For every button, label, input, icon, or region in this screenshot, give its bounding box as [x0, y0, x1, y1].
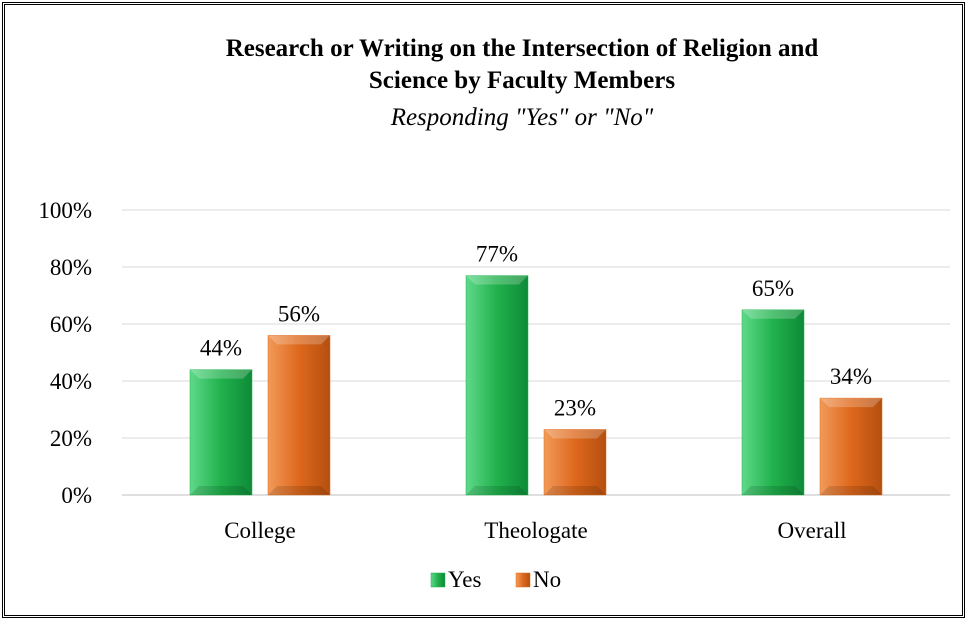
- bar-bevel-bottom: [268, 486, 330, 495]
- bar-bevel-top: [466, 275, 528, 285]
- bar-bevel-top: [190, 369, 252, 379]
- data-label-yes-college: 44%: [200, 336, 242, 361]
- chart-title-line-2: Science by Faculty Members: [369, 67, 675, 94]
- bar-yes-theologate: [465, 275, 529, 496]
- y-tick-label: 60%: [50, 312, 92, 337]
- bar-bevel-bottom: [544, 486, 606, 495]
- bar-bevel-top: [742, 309, 804, 319]
- bar-bevel-top: [544, 429, 606, 439]
- y-tick-label: 20%: [50, 426, 92, 451]
- data-label-yes-theologate: 77%: [476, 242, 518, 267]
- bar-yes-overall: [741, 309, 805, 496]
- legend-swatch-yes: [430, 572, 446, 588]
- chart-title-line-1: Research or Writing on the Intersection …: [226, 35, 819, 62]
- bar-yes-college: [189, 369, 253, 496]
- x-category-label: Theologate: [484, 518, 587, 543]
- x-category-label: College: [224, 518, 296, 543]
- data-label-no-theologate: 23%: [554, 395, 596, 420]
- y-tick-label: 100%: [38, 198, 92, 223]
- data-label-yes-overall: 65%: [752, 276, 794, 301]
- y-tick-label: 40%: [50, 369, 92, 394]
- bar-no-theologate: [543, 429, 607, 496]
- data-label-no-overall: 34%: [830, 364, 872, 389]
- bar-bevel-bottom: [742, 486, 804, 495]
- data-label-no-college: 56%: [278, 301, 320, 326]
- x-category-label: Overall: [778, 518, 847, 543]
- bar-no-college: [267, 335, 331, 496]
- y-tick-label: 80%: [50, 255, 92, 280]
- bar-bevel-top: [268, 335, 330, 345]
- legend-swatch-no: [515, 572, 531, 588]
- bar-bevel-bottom: [820, 486, 882, 495]
- y-tick-label: 0%: [61, 483, 92, 508]
- legend-label-yes: Yes: [448, 567, 482, 592]
- bar-bevel-top: [820, 398, 882, 408]
- bar-no-overall: [819, 397, 883, 496]
- bar-bevel-bottom: [466, 486, 528, 495]
- bar-bevel-bottom: [190, 486, 252, 495]
- chart-subtitle: Responding "Yes" or "No": [390, 104, 654, 131]
- legend-label-no: No: [533, 567, 561, 592]
